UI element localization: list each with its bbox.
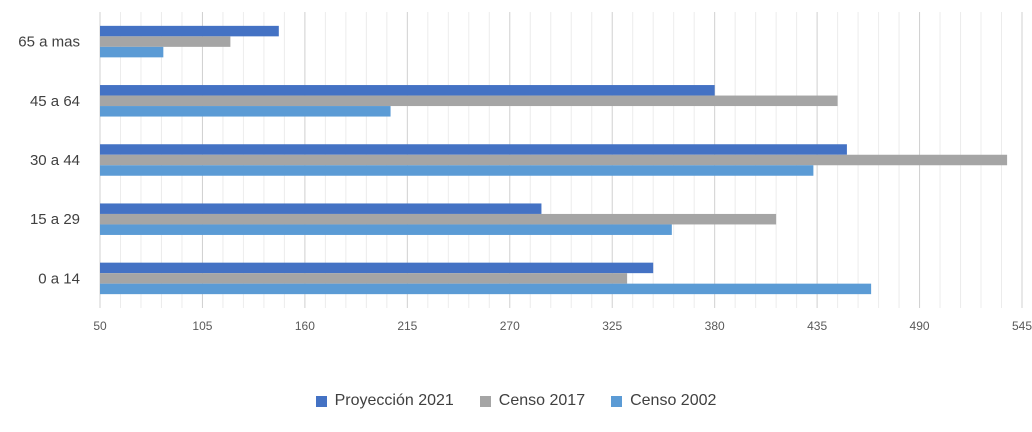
- category-label: 45 a 64: [30, 93, 80, 110]
- x-tick-label: 50: [93, 319, 107, 333]
- legend-label: Censo 2002: [630, 392, 717, 409]
- legend: Proyección 2021 Censo 2017 Censo 2002: [0, 392, 1032, 410]
- x-tick-label: 435: [807, 319, 827, 333]
- bar: [100, 144, 847, 155]
- bar: [100, 106, 391, 117]
- legend-label: Censo 2017: [498, 392, 586, 409]
- bar: [100, 213, 777, 225]
- x-tick-label: 215: [397, 319, 417, 333]
- legend-item: Proyección 2021: [315, 392, 454, 410]
- legend-item: Censo 2002: [611, 392, 716, 410]
- bar: [100, 154, 1008, 166]
- bar: [100, 203, 542, 214]
- x-tick-label: 545: [1012, 319, 1032, 333]
- bar: [100, 85, 715, 96]
- bar: [100, 283, 872, 295]
- legend-swatch: [611, 395, 623, 407]
- legend-item: Censo 2017: [479, 392, 586, 410]
- category-label: 15 a 29: [30, 211, 80, 228]
- bar: [100, 46, 164, 58]
- legend-swatch: [315, 395, 327, 407]
- bars: [100, 25, 1008, 295]
- bar: [100, 165, 814, 176]
- x-tick-label: 160: [295, 319, 315, 333]
- x-tick-label: 325: [602, 319, 622, 333]
- category-label: 30 a 44: [30, 152, 80, 169]
- x-tick-label: 270: [500, 319, 520, 333]
- x-axis-ticks: 50 105 160 215 270 325 380 435 490 545: [93, 319, 1032, 333]
- bar: [100, 262, 654, 274]
- bar: [100, 273, 628, 284]
- bar: [100, 224, 672, 235]
- category-label: 65 a mas: [18, 34, 80, 51]
- legend-swatch: [479, 395, 491, 407]
- x-tick-label: 490: [910, 319, 930, 333]
- x-tick-label: 105: [192, 319, 212, 333]
- bar: [100, 36, 231, 47]
- category-label: 0 a 14: [38, 270, 80, 287]
- x-tick-label: 380: [705, 319, 725, 333]
- bar: [100, 95, 838, 107]
- bar: [100, 25, 279, 37]
- y-axis-categories: 0 a 14 15 a 29 30 a 44 45 a 64 65 a mas: [18, 34, 80, 288]
- legend-label: Proyección 2021: [334, 392, 454, 409]
